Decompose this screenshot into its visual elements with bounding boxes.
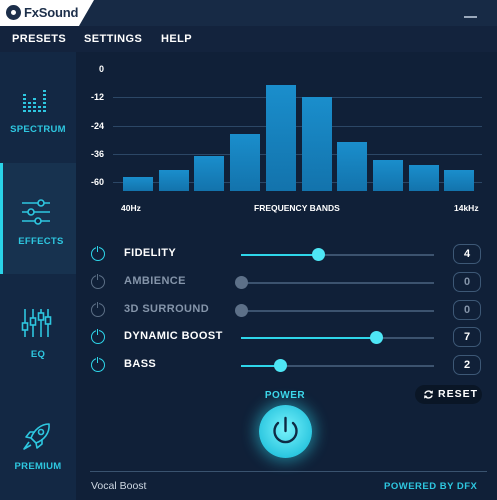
axis-end-label: 14kHz <box>454 203 479 213</box>
effect-value[interactable]: 7 <box>453 327 481 347</box>
slider-fill <box>241 337 377 339</box>
power-icon <box>273 416 298 444</box>
menu-bar: PRESETS SETTINGS HELP <box>0 26 497 52</box>
slider-handle[interactable] <box>235 304 248 317</box>
sidebar-label-eq: EQ <box>30 349 46 360</box>
axis-start-label: 40Hz <box>121 203 141 213</box>
refresh-icon <box>424 390 433 399</box>
effect-label: FIDELITY <box>124 247 177 259</box>
effect-toggle-icon[interactable] <box>91 246 105 261</box>
footer-divider <box>90 471 487 472</box>
effect-toggle-icon[interactable] <box>91 357 105 372</box>
app-title: FxSound <box>24 5 79 20</box>
current-preset: Vocal Boost <box>91 480 147 492</box>
spectrum-bar <box>408 165 439 191</box>
db-tick-label: -36 <box>90 149 104 159</box>
grid-line <box>113 182 482 183</box>
app-logo: FxSound <box>0 0 94 26</box>
effect-row: 3D SURROUND 0 <box>86 300 486 320</box>
slider-handle[interactable] <box>370 331 384 344</box>
sliders-icon <box>22 199 50 225</box>
title-bar: FxSound <box>0 0 497 26</box>
effect-row: AMBIENCE 0 <box>86 272 486 292</box>
sidebar-label-effects: EFFECTS <box>18 236 64 247</box>
db-tick-label: -60 <box>90 177 104 187</box>
grid-line <box>113 126 482 127</box>
power-label: POWER <box>264 390 306 401</box>
spectrum-bar <box>337 142 368 191</box>
effect-label: BASS <box>124 358 157 370</box>
effect-toggle-icon[interactable] <box>91 302 105 317</box>
sidebar-label-premium: PREMIUM <box>14 461 62 472</box>
effect-slider[interactable] <box>235 304 434 317</box>
spectrum-bar <box>444 170 475 191</box>
menu-help[interactable]: HELP <box>161 33 192 45</box>
effect-slider[interactable] <box>241 359 434 372</box>
sidebar-item-eq[interactable]: EQ <box>0 274 76 385</box>
power-button[interactable] <box>259 405 312 458</box>
effect-row: DYNAMIC BOOST 7 <box>86 327 486 347</box>
rocket-icon <box>23 423 50 450</box>
slider-fill <box>241 254 319 256</box>
sidebar-item-effects[interactable]: EFFECTS <box>0 163 76 274</box>
effect-value[interactable]: 4 <box>453 244 481 264</box>
reset-label: RESET <box>438 388 479 400</box>
spectrum-bar <box>194 156 225 191</box>
logo-icon <box>6 5 21 20</box>
db-tick-label: 0 <box>98 64 104 74</box>
spectrum-bar <box>230 133 261 191</box>
sidebar-label-spectrum: SPECTRUM <box>10 124 66 135</box>
axis-title: FREQUENCY BANDS <box>254 203 340 213</box>
slider-handle[interactable] <box>273 359 287 372</box>
effect-value[interactable]: 2 <box>453 355 481 375</box>
menu-settings[interactable]: SETTINGS <box>84 33 143 45</box>
spectrum-icon <box>23 90 46 112</box>
sidebar-item-spectrum[interactable]: SPECTRUM <box>0 52 76 163</box>
effect-toggle-icon[interactable] <box>91 329 105 344</box>
db-tick-label: -12 <box>90 92 104 102</box>
effect-row: FIDELITY 4 <box>86 244 486 264</box>
slider-fill <box>241 365 280 367</box>
effect-row: BASS 2 <box>86 355 486 375</box>
effect-label: DYNAMIC BOOST <box>124 330 223 342</box>
db-tick-label: -24 <box>90 121 104 131</box>
sidebar-item-premium[interactable]: PREMIUM <box>0 385 76 496</box>
minimize-icon[interactable] <box>464 16 477 18</box>
slider-handle[interactable] <box>312 248 326 261</box>
spectrum-bar <box>372 159 403 191</box>
menu-presets[interactable]: PRESETS <box>12 33 67 45</box>
effect-label: AMBIENCE <box>124 275 186 287</box>
effect-slider[interactable] <box>241 331 434 344</box>
grid-line <box>113 97 482 98</box>
slider-handle[interactable] <box>235 276 248 289</box>
spectrum-bar <box>265 84 296 191</box>
reset-button[interactable]: RESET <box>415 385 482 404</box>
grid-line <box>113 154 482 155</box>
effect-value[interactable]: 0 <box>453 300 481 320</box>
powered-by-link[interactable]: POWERED BY DFX <box>384 481 478 492</box>
spectrum-bar <box>123 177 153 191</box>
spectrum-bar <box>301 97 332 191</box>
effect-slider[interactable] <box>241 248 434 261</box>
effect-value[interactable]: 0 <box>453 272 481 292</box>
sidebar: SPECTRUM EFFECTS EQ <box>0 52 76 500</box>
effect-toggle-icon[interactable] <box>91 274 105 289</box>
effect-slider[interactable] <box>235 276 434 289</box>
spectrum-bar <box>158 170 189 191</box>
eq-icon <box>21 309 52 337</box>
effect-label: 3D SURROUND <box>124 303 210 315</box>
